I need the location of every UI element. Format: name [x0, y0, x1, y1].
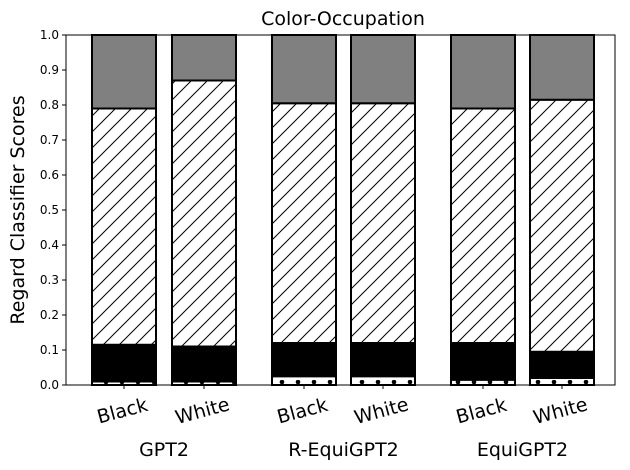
bars-layer	[91, 34, 595, 386]
y-tick-label: 0.8	[40, 98, 59, 112]
bar-segment	[171, 79, 237, 348]
y-tick-label: 0.0	[40, 378, 59, 392]
bar-segment	[91, 107, 157, 346]
bar-segment	[350, 342, 416, 378]
bar-segment	[350, 34, 416, 105]
y-tick-label: 0.3	[40, 273, 59, 287]
bar-segment	[91, 343, 157, 383]
bar-segment	[450, 107, 516, 344]
x-category-label: Black	[95, 394, 150, 429]
bar-segment	[450, 342, 516, 381]
bar-segment	[350, 102, 416, 344]
y-tick-label: 0.9	[40, 63, 59, 77]
x-category-label: White	[173, 393, 232, 429]
bar-segment	[271, 102, 337, 344]
x-category-label: Black	[454, 394, 509, 429]
bar-segment	[171, 345, 237, 383]
x-category-label: Black	[275, 394, 330, 429]
y-tick-label: 0.5	[40, 203, 59, 217]
y-tick-label: 0.4	[40, 238, 59, 252]
bar-segment	[529, 34, 595, 101]
y-axis-label: Regard Classifier Scores	[7, 95, 29, 324]
bar-segment	[271, 342, 337, 378]
y-tick-label: 0.6	[40, 168, 59, 182]
x-axis-groups: GPT2 R-EquiGPT2 EquiGPT2	[139, 439, 568, 461]
y-tick-label: 1.0	[40, 28, 59, 42]
x-group-label: EquiGPT2	[477, 439, 568, 461]
x-group-label: R-EquiGPT2	[288, 439, 399, 461]
y-axis: 0.0 0.1 0.2 0.3 0.4 0.5 0.6 0.7 0.8 0.9 1.0	[40, 28, 66, 392]
y-tick-label: 0.2	[40, 308, 59, 322]
bar-segment	[529, 377, 595, 386]
bar-segment	[450, 34, 516, 110]
bar-segment	[350, 375, 416, 386]
plot-area	[66, 35, 615, 385]
x-category-label: White	[531, 393, 590, 429]
y-tick-label: 0.1	[40, 343, 59, 357]
bar-segment	[271, 375, 337, 386]
y-tick-label: 0.7	[40, 133, 59, 147]
bar-segment	[271, 34, 337, 105]
bar-segment	[529, 98, 595, 353]
bar-segment	[529, 350, 595, 379]
x-category-label: White	[352, 393, 411, 429]
x-group-label: GPT2	[139, 439, 189, 461]
bar-segment	[171, 34, 237, 82]
chart-title: Color-Occupation	[261, 8, 425, 30]
x-axis-categories: Black White Black White Black White	[95, 385, 590, 429]
bar-segment	[91, 34, 157, 110]
